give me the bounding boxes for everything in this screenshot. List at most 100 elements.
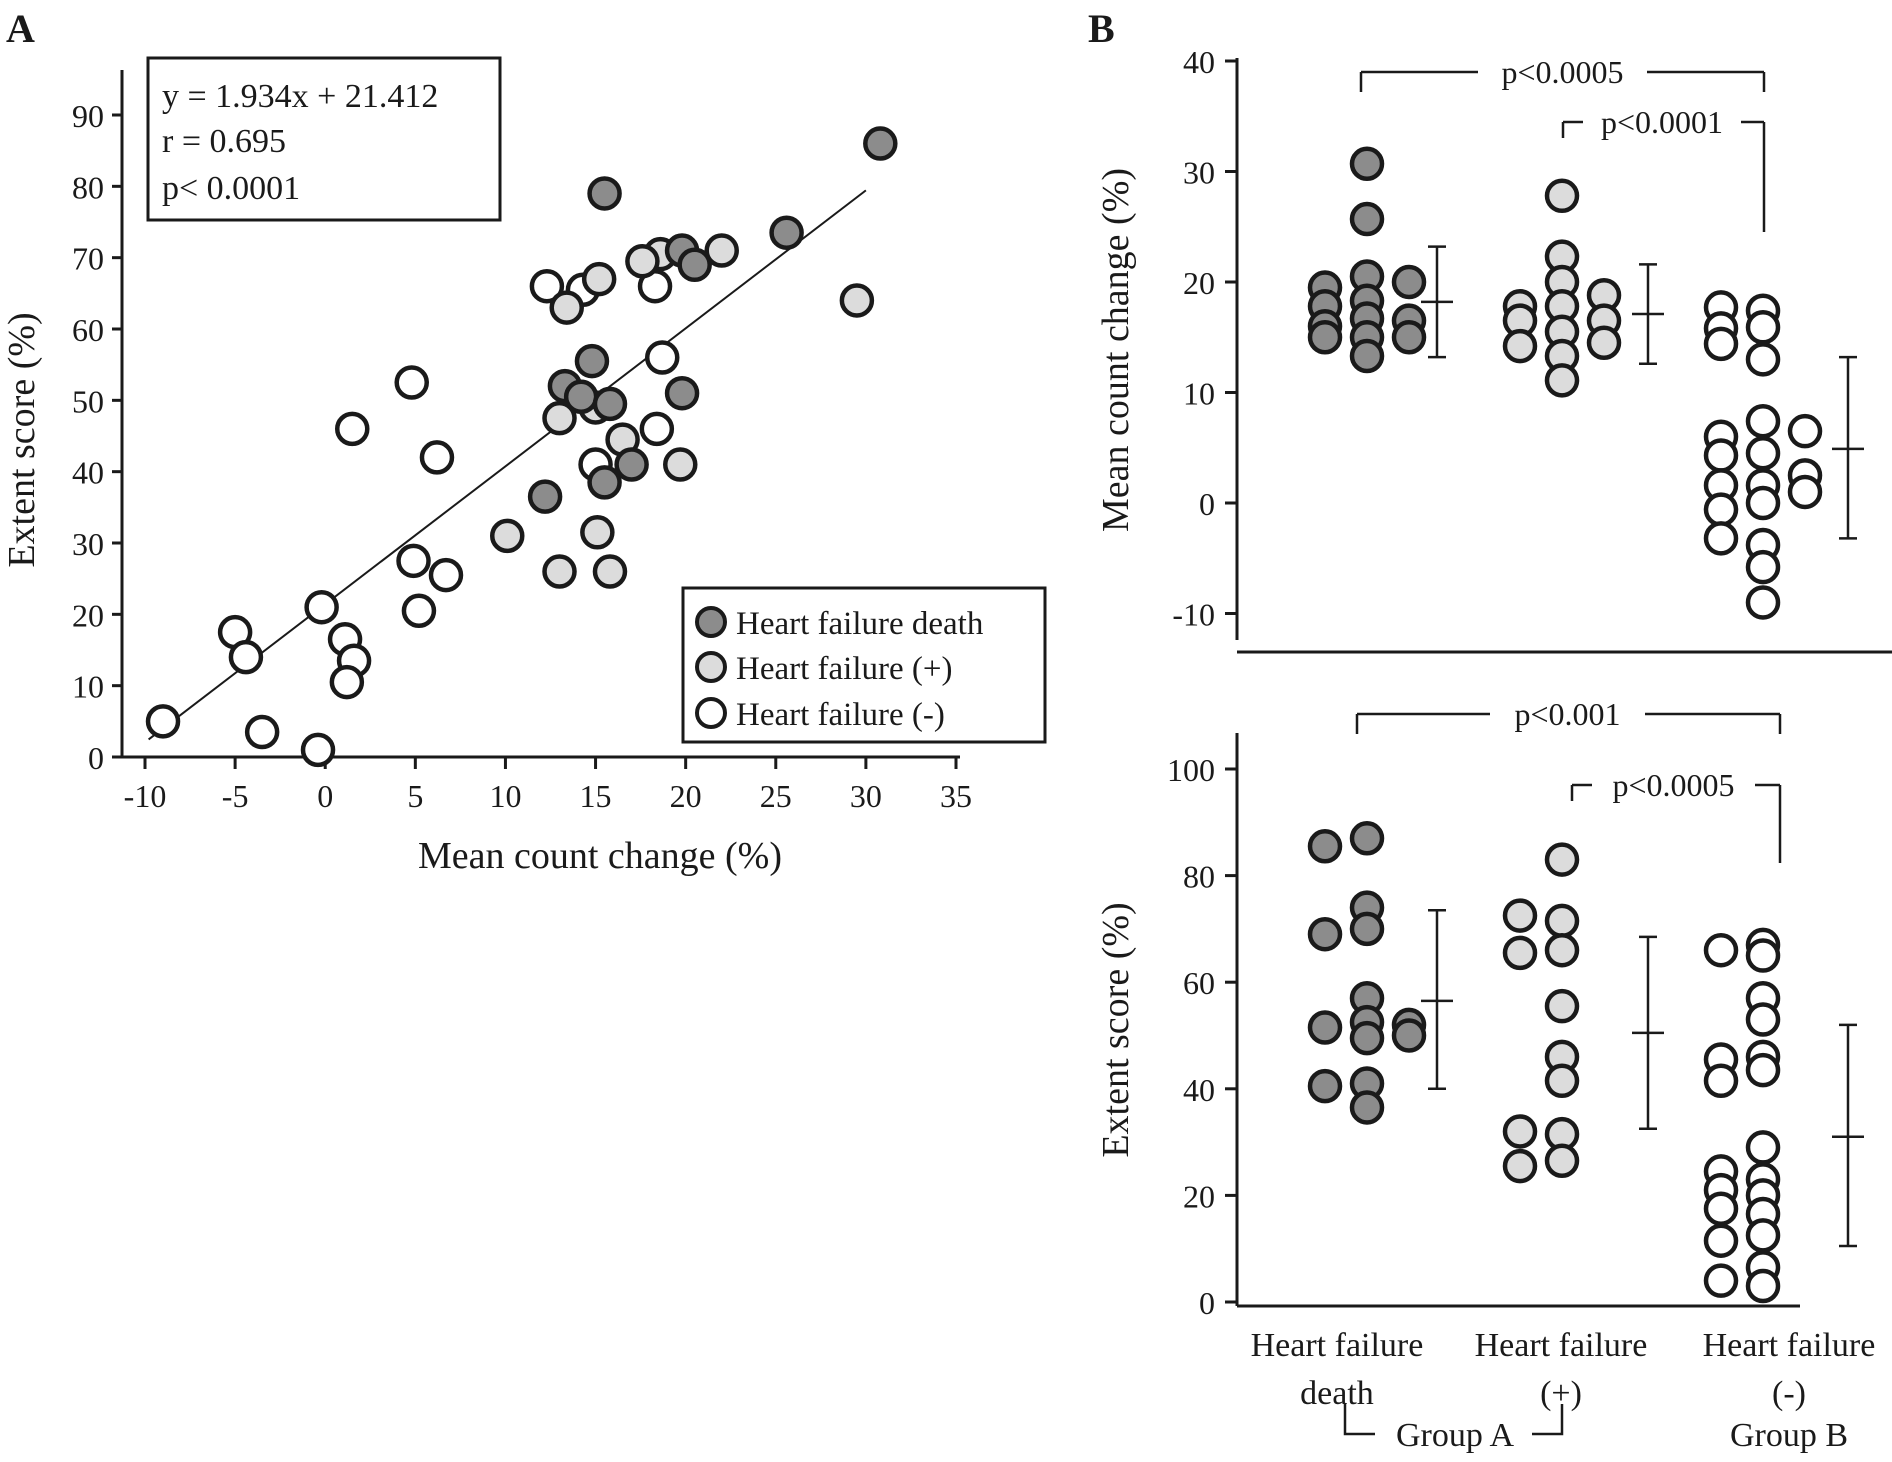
data-point-hf-neg — [1703, 932, 1739, 968]
data-point-hf-pos — [1544, 1143, 1580, 1179]
data-point-death — [1307, 320, 1343, 355]
data-point-death — [563, 379, 599, 415]
panel-b-top-y-tick-label: -10 — [1172, 597, 1215, 633]
category-label-hf-negative-line2: (-) — [1772, 1375, 1806, 1412]
data-point-hf-pos — [1544, 988, 1580, 1024]
data-point-hf-neg — [1745, 485, 1781, 521]
data-point-hf-neg — [1745, 310, 1781, 345]
panel-a-y-tick-label: 90 — [72, 98, 104, 134]
group-a-label: Group A — [1396, 1417, 1515, 1454]
legend-label-hf-negative: Heart failure (-) — [736, 697, 945, 733]
group-a-bracket-left — [1343, 1404, 1375, 1436]
data-point-hf-neg — [1745, 436, 1781, 471]
legend-label-death: Heart failure death — [736, 606, 984, 642]
category-label-death-line1: Heart failure — [1251, 1327, 1424, 1364]
data-point-hf-pos — [663, 447, 698, 482]
data-point-hf-pos — [580, 515, 615, 550]
data-point-death — [1391, 320, 1427, 355]
data-point-hf-neg — [1745, 342, 1781, 377]
data-point-hf-neg — [1745, 403, 1781, 439]
data-point-hf-pos — [549, 290, 584, 325]
data-point-hf-neg — [304, 589, 339, 625]
panel-b-top-axes: -10 0 10 20 30 40 — [1172, 44, 1892, 654]
data-point-hf-neg — [329, 664, 365, 700]
panel-a-x-tick-label: -5 — [222, 778, 249, 814]
data-point-death — [769, 215, 804, 250]
regression-equation: y = 1.934x + 21.412 — [162, 78, 438, 115]
regression-line — [147, 189, 867, 741]
panel-b-top-y-tick-label: 20 — [1183, 265, 1215, 301]
data-point-death — [1349, 201, 1385, 237]
data-point-death — [1307, 1010, 1343, 1045]
data-point-hf-neg — [428, 557, 464, 593]
panel-a-y-tick-label: 10 — [72, 669, 104, 705]
panel-a-x-tick-label: 0 — [317, 778, 333, 814]
data-point-hf-neg — [1787, 474, 1823, 510]
data-point-death — [1349, 821, 1385, 856]
data-point-hf-neg — [419, 440, 455, 475]
legend-marker-hf-positive — [695, 651, 727, 683]
legend-marker-death — [695, 606, 727, 638]
data-point-hf-neg — [244, 714, 280, 750]
data-point-hf-neg — [639, 411, 675, 447]
data-point-hf-pos — [1502, 328, 1538, 364]
panel-a-x-tick-label: 15 — [580, 778, 612, 814]
data-point-hf-neg — [1745, 549, 1781, 585]
bracket-inner-label: p<0.0005 — [1612, 767, 1734, 803]
data-point-death — [1307, 829, 1343, 864]
panel-b-bottom-axes: 0 20 40 60 80 100 — [1167, 733, 1800, 1321]
panel-a-x-tick-label: 35 — [940, 778, 972, 814]
data-point-hf-pos — [1586, 325, 1622, 361]
data-point-hf-neg — [1703, 326, 1739, 362]
dot-plot-mean-count-change: -10 0 10 20 30 40 p<0.0005 p<0.0001 Mean count… — [1095, 44, 1892, 654]
data-point-death — [1349, 911, 1385, 947]
data-point-death — [1391, 264, 1427, 300]
panel-a-y-tick-label: 70 — [72, 241, 104, 277]
panel-b-bottom-y-tick-label: 0 — [1199, 1285, 1215, 1321]
bracket-outer-label: p<0.0005 — [1501, 54, 1623, 90]
data-point-hf-pos — [1502, 898, 1538, 933]
legend-marker-hf-negative — [695, 697, 727, 729]
panel-a-y-tick-label: 40 — [72, 455, 104, 491]
data-point-hf-neg — [1703, 1191, 1739, 1226]
data-point-hf-pos — [1502, 1114, 1538, 1149]
panel-a-x-tick-label: 30 — [850, 778, 882, 814]
data-point-hf-pos — [542, 554, 577, 589]
data-point-hf-neg — [1745, 585, 1781, 620]
data-point-hf-pos — [625, 243, 660, 279]
panel-a-y-tick-label: 50 — [72, 383, 104, 419]
category-labels: Heart failure death Heart failure (+) He… — [1251, 1327, 1876, 1454]
data-point-hf-neg — [1703, 492, 1739, 527]
data-point-hf-pos — [839, 283, 875, 318]
data-point-hf-pos — [1502, 935, 1538, 971]
data-point-death — [664, 375, 700, 411]
group-b-label: Group B — [1730, 1417, 1848, 1454]
data-point-hf-pos — [592, 554, 628, 589]
data-point-hf-pos — [1544, 842, 1580, 877]
data-point-death — [614, 447, 649, 482]
data-point-hf-pos — [1544, 363, 1580, 398]
legend — [681, 586, 1047, 744]
panel-b-bottom-y-tick-label: 40 — [1183, 1072, 1215, 1108]
data-point-hf-neg — [1745, 938, 1781, 973]
data-point-death — [587, 465, 622, 500]
data-point-hf-neg — [1703, 1063, 1739, 1099]
panel-b-top-y-tick-label: 30 — [1183, 155, 1215, 191]
panel-b-bottom-y-tick-label: 80 — [1183, 859, 1215, 895]
panel-a-y-tick-label: 30 — [72, 526, 104, 562]
data-point-death — [863, 126, 898, 161]
data-point-hf-neg — [1745, 1002, 1781, 1037]
panel-b-top-y-tick-label: 10 — [1183, 376, 1215, 412]
panel-b-label: B — [1088, 6, 1115, 51]
panel-b-top-y-axis-label: Mean count change (%) — [1095, 168, 1137, 532]
data-point-death — [677, 247, 712, 283]
legend-label-hf-positive: Heart failure (+) — [736, 651, 952, 687]
data-point-hf-pos — [1544, 903, 1580, 939]
data-point-hf-pos — [1544, 932, 1580, 968]
panel-b-bottom-y-tick-label: 100 — [1167, 752, 1215, 788]
data-point-hf-neg — [1703, 438, 1739, 473]
data-point-hf-neg — [1703, 1263, 1739, 1298]
data-point-hf-neg — [394, 365, 429, 400]
panel-a-x-tick-label: 10 — [489, 778, 521, 814]
